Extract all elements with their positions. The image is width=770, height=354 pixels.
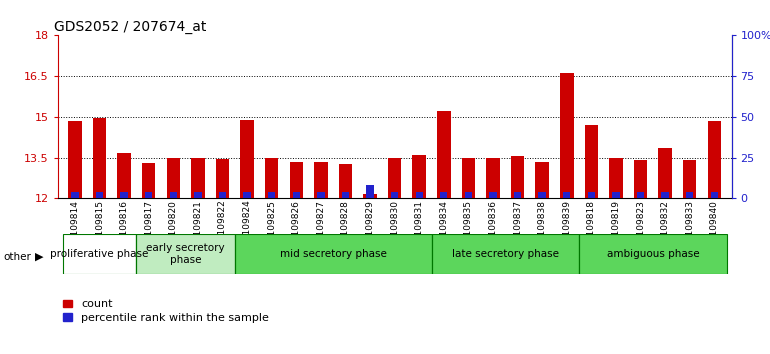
Bar	[489, 192, 497, 198]
Bar	[563, 192, 571, 198]
Text: late secretory phase: late secretory phase	[452, 249, 559, 259]
Bar	[235, 234, 431, 274]
Text: ambiguous phase: ambiguous phase	[607, 249, 699, 259]
Bar	[535, 161, 549, 198]
Bar	[62, 234, 136, 274]
Bar	[579, 234, 727, 274]
Bar	[243, 192, 251, 198]
Bar	[169, 192, 177, 198]
Bar	[216, 159, 229, 198]
Legend: count, percentile rank within the sample: count, percentile rank within the sample	[63, 299, 269, 323]
Bar	[431, 234, 579, 274]
Bar	[511, 156, 524, 198]
Bar	[363, 194, 377, 198]
Bar	[219, 192, 226, 198]
Bar	[465, 192, 472, 198]
Bar	[612, 192, 620, 198]
Bar	[708, 121, 721, 198]
Bar	[711, 192, 718, 198]
Bar	[142, 163, 156, 198]
Bar	[317, 192, 324, 198]
Bar	[166, 158, 180, 198]
Bar	[290, 161, 303, 198]
Bar	[634, 160, 648, 198]
Bar	[388, 158, 401, 198]
Bar	[117, 154, 131, 198]
Bar	[293, 192, 300, 198]
Text: other: other	[4, 252, 32, 262]
Bar	[416, 192, 423, 198]
Bar	[462, 158, 475, 198]
Bar	[637, 192, 644, 198]
Bar	[191, 158, 205, 198]
Text: early secretory
phase: early secretory phase	[146, 243, 225, 265]
Bar	[240, 120, 254, 198]
Bar	[560, 73, 574, 198]
Bar	[514, 192, 521, 198]
Bar	[413, 155, 426, 198]
Text: proliferative phase: proliferative phase	[50, 249, 149, 259]
Bar	[658, 148, 672, 198]
Bar	[342, 192, 349, 198]
Bar	[440, 192, 447, 198]
Bar	[437, 112, 450, 198]
Bar	[95, 192, 103, 198]
Bar	[69, 121, 82, 198]
Bar	[136, 234, 235, 274]
Bar	[265, 158, 279, 198]
Bar	[314, 161, 327, 198]
Bar	[486, 158, 500, 198]
Text: ▶: ▶	[35, 252, 43, 262]
Bar	[538, 192, 546, 198]
Bar	[609, 158, 623, 198]
Bar	[93, 118, 106, 198]
Bar	[120, 192, 128, 198]
Bar	[194, 192, 202, 198]
Bar	[268, 192, 276, 198]
Bar	[145, 192, 152, 198]
Bar	[686, 192, 694, 198]
Bar	[683, 160, 696, 198]
Bar	[72, 192, 79, 198]
Bar	[367, 185, 373, 198]
Bar	[339, 164, 352, 198]
Bar	[588, 192, 595, 198]
Text: mid secretory phase: mid secretory phase	[280, 249, 387, 259]
Bar	[584, 125, 598, 198]
Bar	[391, 192, 398, 198]
Text: GDS2052 / 207674_at: GDS2052 / 207674_at	[55, 21, 207, 34]
Bar	[661, 192, 669, 198]
